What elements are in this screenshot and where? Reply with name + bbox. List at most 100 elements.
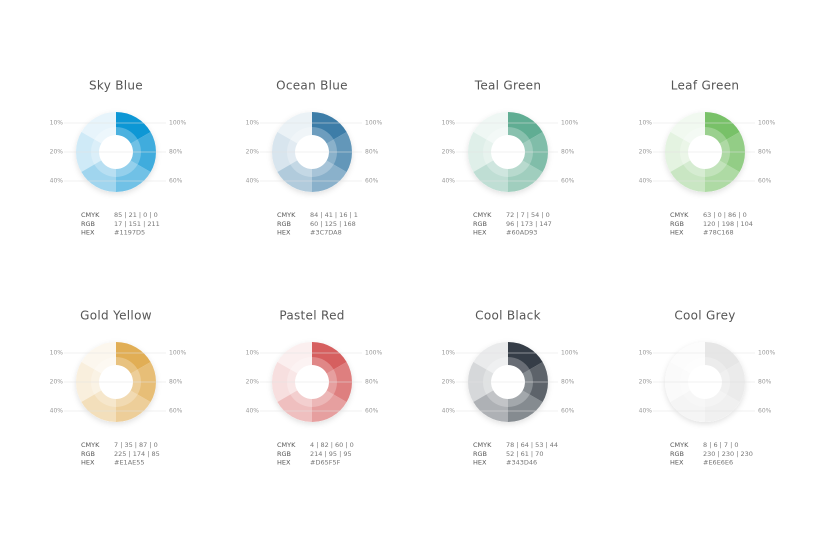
tint-segment-inner <box>116 160 138 177</box>
swatch-title: Teal Green <box>474 79 542 93</box>
info-label: CMYK <box>473 211 492 219</box>
tint-label: 80% <box>169 379 183 386</box>
tint-label: 60% <box>758 408 772 415</box>
tint-label: 10% <box>639 350 653 357</box>
swatch: Cool Grey 10% 20% 40% 100% 80% 60% CMYK 8 | 6 | … <box>639 309 776 467</box>
info-value: #E6E6E6 <box>703 459 733 467</box>
tint-label: 40% <box>442 178 456 185</box>
tint-label: 40% <box>246 408 260 415</box>
tint-segment-inner <box>705 127 727 144</box>
tint-label: 20% <box>442 379 456 386</box>
info-value: 78 | 64 | 53 | 44 <box>506 441 558 449</box>
info-value: 7 | 35 | 87 | 0 <box>114 441 158 449</box>
tint-segment-inner <box>290 127 312 144</box>
tint-segment-inner <box>508 357 530 374</box>
info-label: CMYK <box>277 211 296 219</box>
info-label: HEX <box>473 229 487 237</box>
tint-segment-inner <box>486 160 508 177</box>
tint-segment-inner <box>486 357 508 374</box>
tint-label: 100% <box>169 120 186 127</box>
tint-label: 20% <box>50 379 64 386</box>
tint-label: 20% <box>50 149 64 156</box>
tint-label: 100% <box>758 350 775 357</box>
swatch: Gold Yellow 10% 20% 40% 100% 80% 60% CMYK 7 | 35… <box>50 309 187 467</box>
swatch-title: Cool Black <box>475 309 541 323</box>
swatch-title: Sky Blue <box>89 79 143 93</box>
info-label: CMYK <box>670 211 689 219</box>
info-value: 17 | 151 | 211 <box>114 220 160 228</box>
tint-segment-inner <box>94 160 116 177</box>
info-value: 72 | 7 | 54 | 0 <box>506 211 550 219</box>
info-label: RGB <box>670 450 684 458</box>
tint-segment-inner <box>290 160 312 177</box>
swatch-title: Leaf Green <box>671 79 740 93</box>
info-label: RGB <box>473 450 487 458</box>
swatch: Leaf Green 10% 20% 40% 100% 80% 60% CMYK 63 | 0 … <box>639 79 776 237</box>
tint-label: 20% <box>442 149 456 156</box>
tint-label: 80% <box>561 379 575 386</box>
info-label: CMYK <box>81 441 100 449</box>
tint-label: 60% <box>169 408 183 415</box>
donut <box>665 112 745 192</box>
tint-label: 100% <box>169 350 186 357</box>
tint-label: 20% <box>246 379 260 386</box>
tint-segment-inner <box>486 127 508 144</box>
info-value: 8 | 6 | 7 | 0 <box>703 441 739 449</box>
tint-label: 60% <box>561 408 575 415</box>
info-value: #343D46 <box>506 459 537 467</box>
tint-segment-inner <box>94 127 116 144</box>
tint-label: 40% <box>246 178 260 185</box>
tint-label: 100% <box>561 350 578 357</box>
tint-segment-inner <box>508 160 530 177</box>
swatch: Pastel Red 10% 20% 40% 100% 80% 60% CMYK 4 | 82 … <box>246 309 383 467</box>
swatch: Ocean Blue 10% 20% 40% 100% 80% 60% CMYK 84 | 41… <box>246 79 383 237</box>
tint-label: 80% <box>365 149 379 156</box>
tint-segment-inner <box>683 357 705 374</box>
tint-label: 100% <box>365 350 382 357</box>
tint-segment-inner <box>312 127 334 144</box>
tint-segment-inner <box>116 127 138 144</box>
tint-label: 100% <box>758 120 775 127</box>
tint-label: 100% <box>561 120 578 127</box>
info-label: RGB <box>277 220 291 228</box>
tint-label: 10% <box>442 120 456 127</box>
tint-segment-inner <box>116 390 138 407</box>
tint-label: 40% <box>50 408 64 415</box>
info-label: CMYK <box>670 441 689 449</box>
info-value: 4 | 82 | 60 | 0 <box>310 441 354 449</box>
tint-label: 40% <box>639 408 653 415</box>
info-value: #D65F5F <box>310 459 341 467</box>
swatch-title: Cool Grey <box>674 309 735 323</box>
info-value: 63 | 0 | 86 | 0 <box>703 211 747 219</box>
tint-label: 60% <box>365 408 379 415</box>
tint-label: 10% <box>639 120 653 127</box>
tint-segment-inner <box>116 357 138 374</box>
tint-segment-inner <box>486 390 508 407</box>
tint-segment-inner <box>290 357 312 374</box>
swatch: Sky Blue 10% 20% 40% 100% 80% 60% CMYK 85 | 21 |… <box>50 79 187 237</box>
tint-label: 40% <box>639 178 653 185</box>
tint-label: 80% <box>169 149 183 156</box>
info-value: #60AD93 <box>506 229 537 237</box>
tint-label: 10% <box>442 350 456 357</box>
info-label: HEX <box>81 229 95 237</box>
tint-segment-inner <box>312 390 334 407</box>
info-label: RGB <box>473 220 487 228</box>
info-value: 96 | 173 | 147 <box>506 220 552 228</box>
info-value: 214 | 95 | 95 <box>310 450 352 458</box>
tint-segment-inner <box>683 160 705 177</box>
tint-label: 80% <box>365 379 379 386</box>
tint-segment-inner <box>508 127 530 144</box>
info-label: HEX <box>670 229 684 237</box>
info-value: #1197D5 <box>114 229 145 237</box>
tint-label: 60% <box>365 178 379 185</box>
tint-label: 10% <box>50 350 64 357</box>
info-value: 85 | 21 | 0 | 0 <box>114 211 158 219</box>
swatch-title: Pastel Red <box>279 309 344 323</box>
tint-segment-inner <box>94 390 116 407</box>
tint-label: 40% <box>50 178 64 185</box>
info-value: 52 | 61 | 70 <box>506 450 543 458</box>
info-value: #78C168 <box>703 229 734 237</box>
info-label: HEX <box>277 459 291 467</box>
info-label: CMYK <box>81 211 100 219</box>
